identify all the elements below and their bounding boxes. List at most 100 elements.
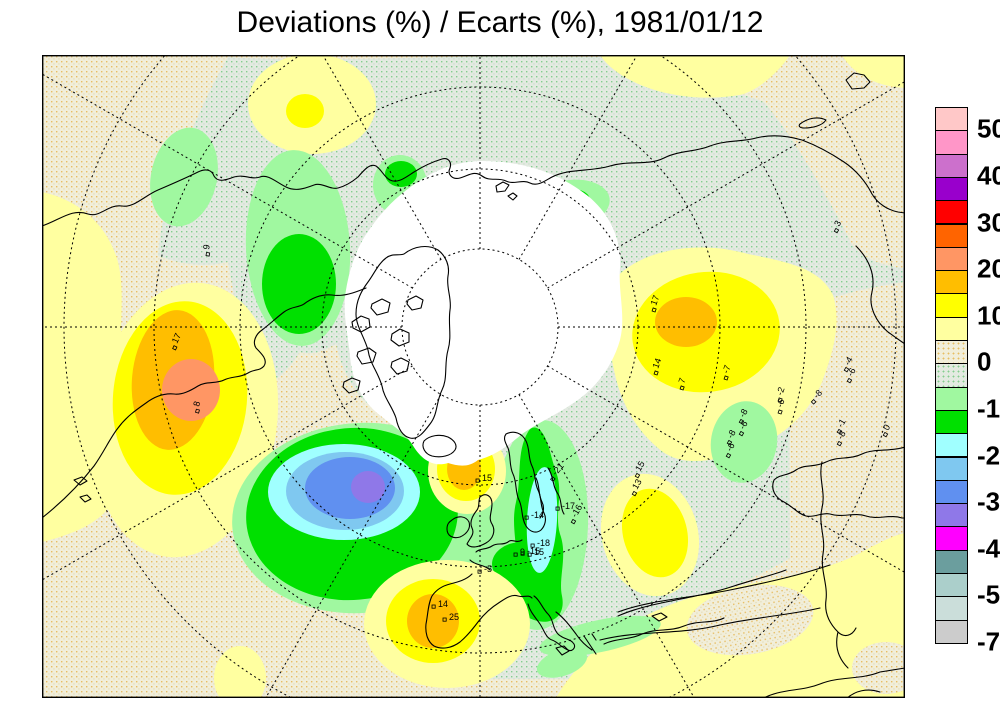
station-marker bbox=[475, 478, 480, 483]
station-marker bbox=[723, 375, 729, 381]
station-marker bbox=[833, 227, 840, 234]
station-value-label: 3 bbox=[832, 219, 843, 228]
positive-anomaly-regions bbox=[42, 55, 905, 698]
corner-dotted-patch bbox=[852, 642, 905, 694]
station-value-label: -8 bbox=[725, 428, 738, 440]
colorbar-swatch bbox=[935, 107, 968, 132]
colorbar-labels: 50 40 30 20 10 0 -10 -20 -30 -40 -50 -70 bbox=[977, 107, 1000, 657]
colorbar-label: -70 bbox=[977, 626, 1000, 657]
station-marker bbox=[195, 408, 200, 414]
station-marker bbox=[634, 472, 641, 479]
station-marker bbox=[442, 617, 447, 622]
station-marker bbox=[726, 439, 733, 446]
station-marker bbox=[513, 552, 518, 557]
colorbar-label: 20 bbox=[977, 253, 1000, 284]
colorbar-label: 50 bbox=[977, 113, 1000, 144]
colorbar-swatch bbox=[935, 409, 968, 435]
station-value-label: -17 bbox=[562, 501, 575, 511]
colorbar-label: 40 bbox=[977, 160, 1000, 191]
station-marker bbox=[777, 397, 783, 403]
station-marker bbox=[651, 307, 657, 313]
colorbar-label: -50 bbox=[977, 579, 1000, 610]
colorbar-swatch bbox=[935, 153, 968, 178]
colorbar-swatch bbox=[935, 573, 968, 598]
colorbar-swatch bbox=[935, 363, 968, 388]
polar-cap-no-data bbox=[344, 160, 623, 466]
page-title: Deviations (%) / Ecarts (%), 1981/01/12 bbox=[236, 6, 764, 39]
station-marker bbox=[431, 604, 436, 609]
map-border bbox=[42, 55, 905, 698]
colorbar-swatch bbox=[935, 293, 968, 318]
station-value-label: -1 bbox=[835, 417, 848, 429]
colorbar-swatch bbox=[935, 479, 968, 505]
station-marker bbox=[653, 370, 659, 376]
station-marker bbox=[738, 418, 745, 425]
colorbar-label: -30 bbox=[977, 486, 1000, 517]
colorbar-swatch bbox=[935, 596, 968, 621]
station-marker bbox=[810, 398, 817, 405]
station-marker bbox=[679, 385, 685, 391]
colorbar bbox=[935, 107, 968, 644]
station-value-label: -2 bbox=[774, 386, 786, 397]
station-marker bbox=[520, 551, 525, 556]
colorbar-swatch bbox=[935, 316, 968, 341]
station-value-label: -5 bbox=[484, 564, 492, 574]
station-value-label: -6 bbox=[774, 398, 786, 409]
station-marker bbox=[205, 251, 211, 257]
colorbar-swatch bbox=[935, 549, 968, 574]
station-marker bbox=[777, 409, 783, 415]
station-value-label: -4 bbox=[842, 355, 855, 367]
station-marker bbox=[738, 430, 745, 437]
colorbar-swatch bbox=[935, 526, 968, 551]
colorbar-swatch bbox=[935, 270, 968, 295]
station-value-label: 25 bbox=[449, 612, 459, 622]
colorbar-label: 0 bbox=[977, 346, 992, 377]
station-value-label: -18 bbox=[537, 538, 550, 548]
station-marker bbox=[477, 569, 482, 574]
colorbar-swatch bbox=[935, 386, 968, 411]
graticule bbox=[42, 55, 905, 698]
station-value-label: -6 bbox=[845, 366, 858, 378]
station-marker bbox=[555, 506, 560, 511]
station-marker bbox=[570, 518, 577, 525]
station-value-label: 7 bbox=[676, 377, 687, 385]
colorbar-swatch bbox=[935, 503, 968, 528]
station-value-label: 13 bbox=[630, 477, 644, 491]
station-value-label: -8 bbox=[835, 429, 848, 441]
map: 17 8 9 14 25 15 9 15 -5 -21 -14 -17 -16 -18 -15 15 13 17 1… bbox=[42, 55, 905, 698]
station-marker bbox=[524, 515, 529, 520]
station-value-label: -6 bbox=[737, 419, 750, 431]
station-value-label: 15 bbox=[633, 459, 647, 473]
coastlines bbox=[42, 72, 905, 698]
colorbar-swatch bbox=[935, 619, 968, 644]
station-value-label: 14 bbox=[438, 599, 448, 609]
station-marker bbox=[882, 431, 889, 438]
station-marker bbox=[527, 552, 532, 557]
colorbar-label: 30 bbox=[977, 206, 1000, 237]
colorbar-swatch bbox=[935, 433, 968, 458]
station-value-label: 8 bbox=[191, 400, 202, 407]
station-value-label: 15 bbox=[534, 547, 544, 557]
station-value-label: 17 bbox=[170, 332, 183, 345]
station-marker bbox=[836, 428, 843, 435]
colorbar-swatch bbox=[935, 130, 968, 155]
station-marker bbox=[846, 377, 853, 384]
colorbar-swatch bbox=[935, 223, 968, 248]
colorbar-swatch bbox=[935, 176, 968, 202]
station-marker bbox=[550, 476, 556, 482]
colorbar-swatch bbox=[935, 340, 968, 365]
station-value-label: -6 bbox=[724, 441, 737, 453]
station-value-label: 0 bbox=[881, 423, 892, 432]
station-marker bbox=[725, 452, 732, 459]
station-value-label: 15 bbox=[482, 473, 492, 483]
colorbar-swatch bbox=[935, 200, 968, 225]
station-marker bbox=[836, 440, 843, 447]
station-value-label: -8 bbox=[737, 407, 750, 419]
iberia-positive-blob bbox=[364, 560, 530, 688]
colorbar-label: 10 bbox=[977, 299, 1000, 330]
station-value-label: -14 bbox=[531, 510, 544, 520]
station-value-label: -15 bbox=[527, 546, 540, 556]
